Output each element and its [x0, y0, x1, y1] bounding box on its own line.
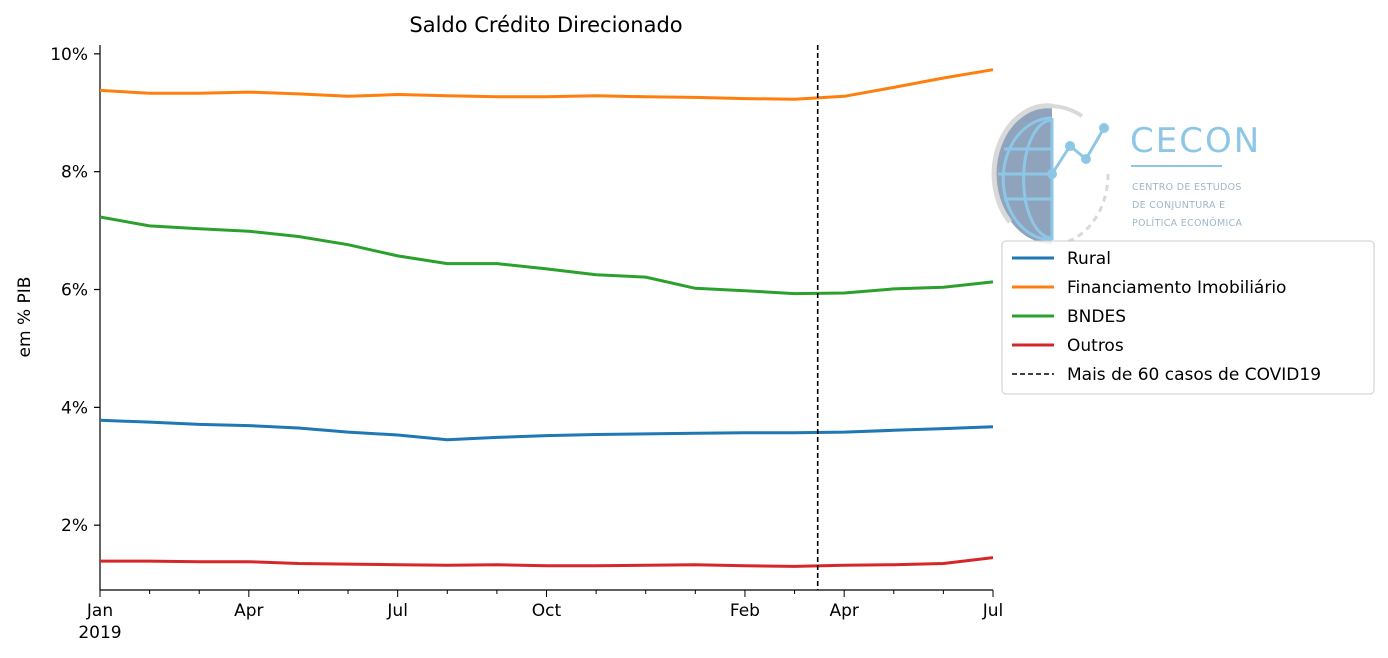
legend-label: Mais de 60 casos de COVID19	[1067, 365, 1321, 385]
legend-label: Outros	[1067, 336, 1124, 356]
x-tick-label: Apr	[829, 601, 858, 621]
logo-globe-meridian	[1022, 118, 1053, 240]
logo-subtitle-3: POLÍTICA ECONÔMICA	[1132, 217, 1242, 229]
legend-label: BNDES	[1067, 307, 1126, 327]
y-ticks: 2% 4% 6% 8% 10%	[50, 45, 100, 536]
logo-subtitle-1: CENTRO DE ESTUDOS	[1132, 182, 1242, 193]
logo-trend-point	[1065, 141, 1075, 151]
legend-frame	[1001, 240, 1375, 395]
x-tick-sublabel: 2019	[78, 623, 121, 643]
x-tick-label: Apr	[234, 601, 263, 621]
logo-arc	[991, 103, 1053, 224]
chart-title: Saldo Crédito Direcionado	[409, 13, 682, 37]
series-line-rural	[99, 418, 994, 442]
legend-label: Financiamento Imobiliário	[1067, 278, 1286, 298]
y-tick-label: 6%	[61, 281, 88, 301]
cecon-logo: CECON CENTRO DE ESTUDOS DE CONJUNTURA E …	[991, 103, 1261, 244]
logo-subtitle-2: DE CONJUNTURA E	[1132, 200, 1225, 211]
series-line-outros	[100, 556, 994, 568]
x-tick-label: Jan	[86, 601, 113, 621]
y-axis-title: em % PIB	[15, 277, 35, 358]
logo-arc-dashed	[1065, 173, 1110, 244]
y-tick-label: 2%	[61, 516, 88, 536]
logo-arc-top	[1051, 104, 1084, 118]
logo-trend-point	[1099, 123, 1109, 133]
logo-trend-line	[1050, 127, 1106, 175]
x-tick-label: Feb	[730, 601, 760, 621]
series-line-financiamento-imobili-rio	[99, 68, 994, 101]
logo-globe-outline	[1001, 116, 1053, 242]
legend-label: Rural	[1067, 249, 1111, 269]
x-tick-label: Jul	[386, 601, 408, 621]
y-tick-label: 10%	[50, 45, 88, 65]
logo-trend-point	[1047, 169, 1057, 179]
logo-title: CECON	[1130, 121, 1261, 161]
x-tick-label: Oct	[532, 601, 562, 621]
axes	[99, 45, 993, 591]
series-line-bndes	[99, 215, 994, 296]
legend: Rural Financiamento Imobiliário BNDES Outro…	[1001, 240, 1375, 395]
series-lines	[99, 68, 994, 568]
y-tick-label: 4%	[61, 398, 88, 418]
y-tick-label: 8%	[61, 163, 88, 183]
logo-trend-point	[1081, 154, 1091, 164]
x-tick-label: Jul	[982, 601, 1004, 621]
